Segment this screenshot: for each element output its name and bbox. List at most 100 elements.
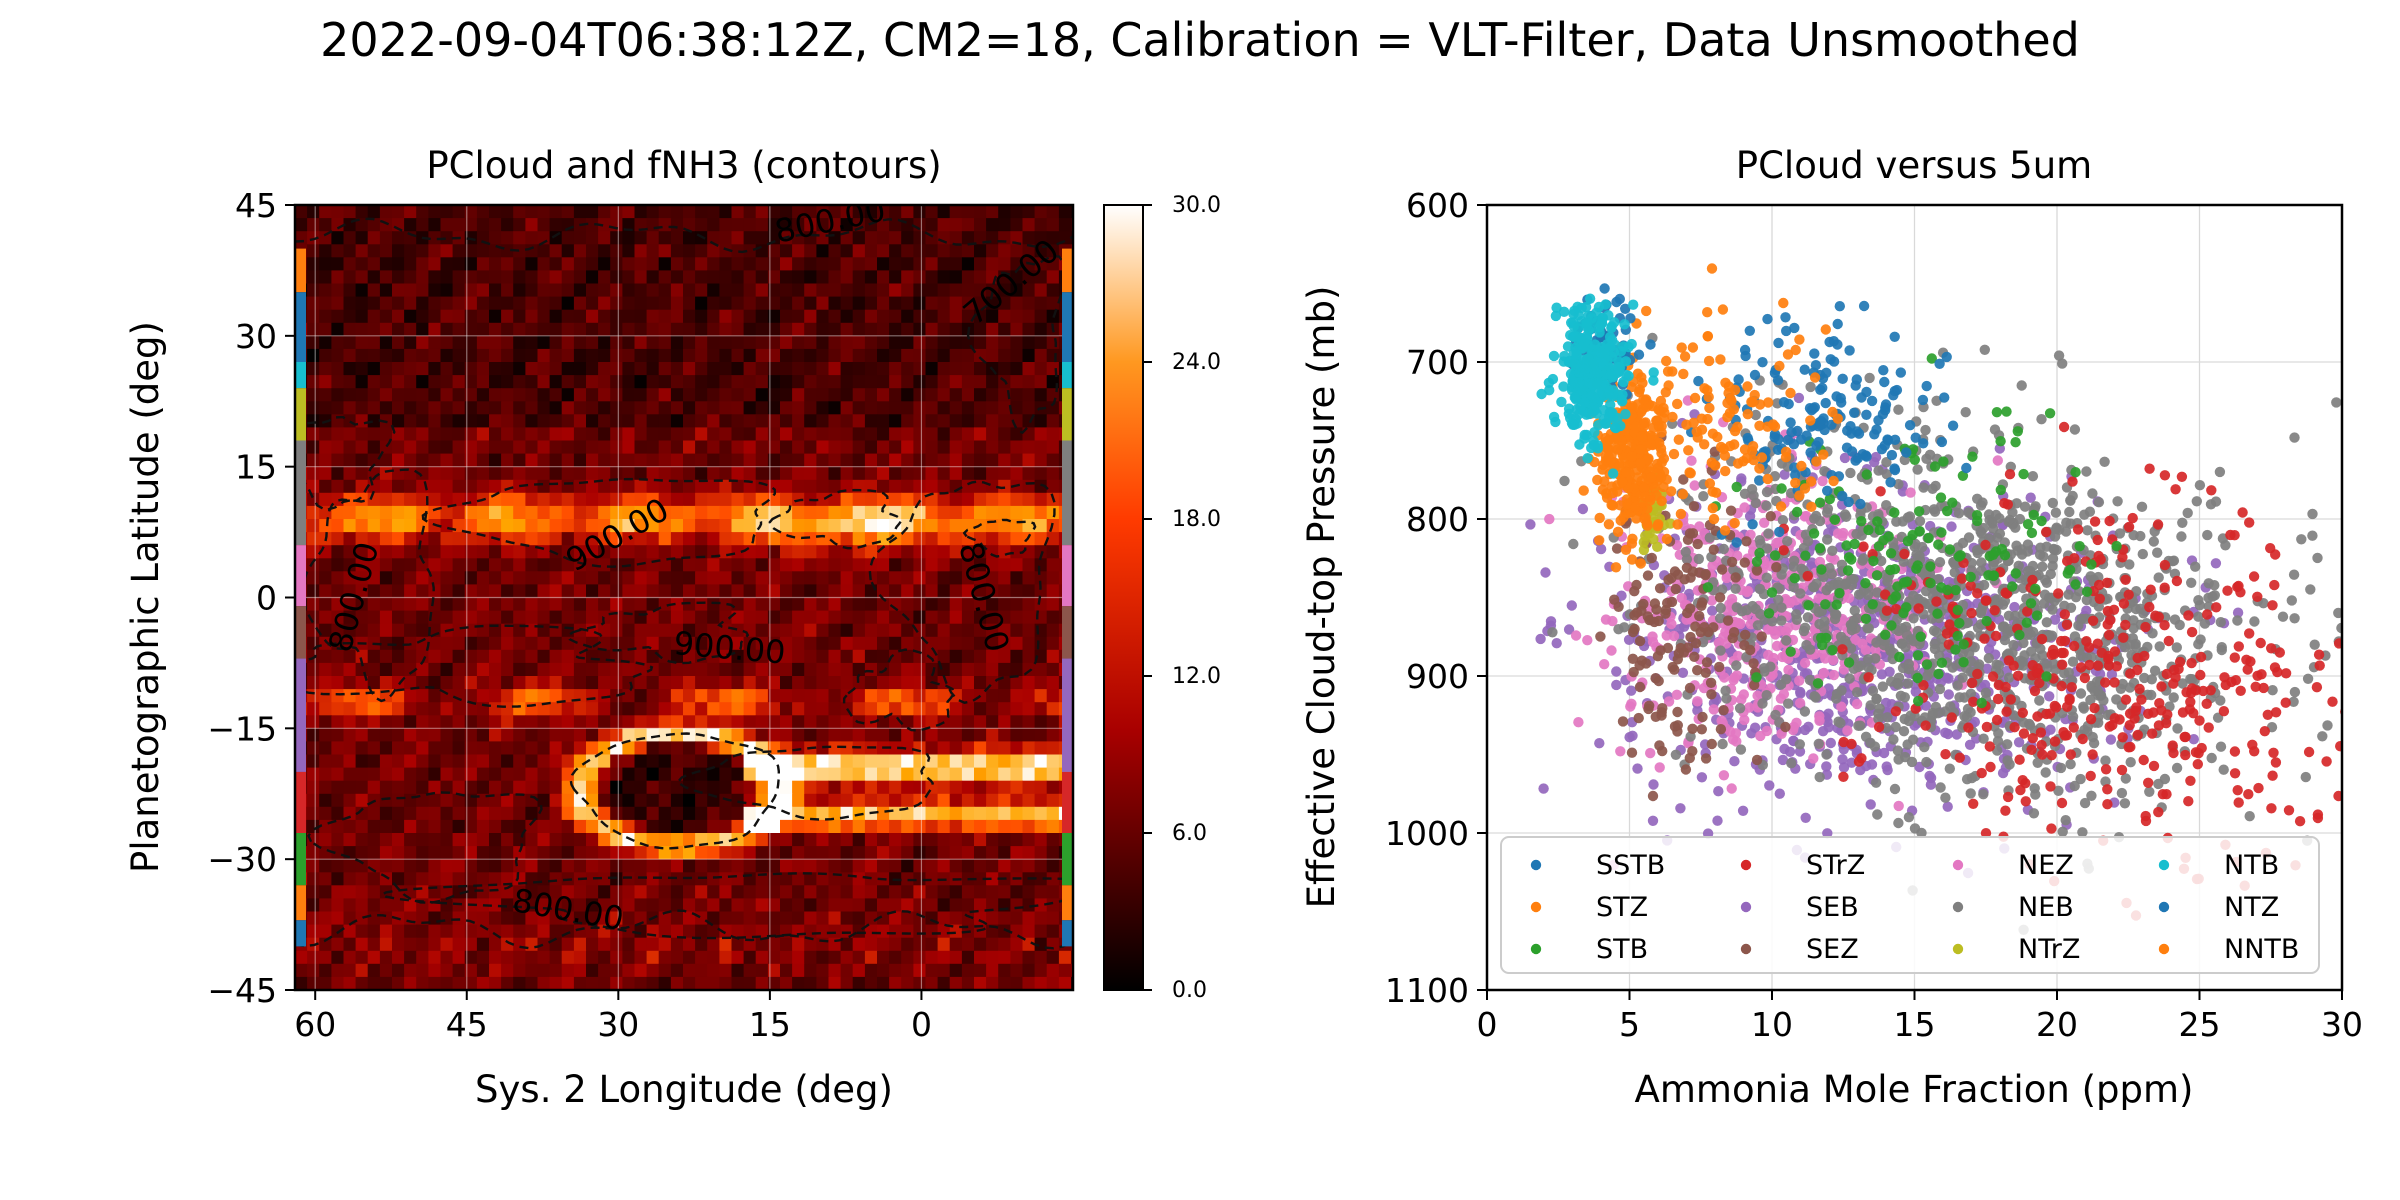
- heatmap-cell: [937, 257, 951, 271]
- heatmap-cell: [1010, 571, 1024, 585]
- heatmap-cell: [974, 702, 987, 716]
- heatmap-cell: [840, 662, 854, 677]
- heatmap-cell: [949, 296, 963, 311]
- heatmap-cell: [937, 558, 951, 572]
- heatmap-cell: [319, 388, 332, 402]
- heatmap-cell: [355, 728, 369, 742]
- heatmap-cell: [295, 963, 308, 978]
- heatmap-cell: [816, 218, 830, 232]
- heatmap-cell: [610, 532, 623, 546]
- heatmap-cell: [525, 545, 539, 559]
- heatmap-cell: [828, 270, 842, 285]
- heatmap-cell: [913, 309, 927, 324]
- heatmap-cell: [695, 401, 708, 415]
- heatmap-cell: [476, 322, 490, 337]
- heatmap-cell: [489, 767, 502, 782]
- heatmap-cell: [392, 427, 405, 442]
- heatmap-cell: [561, 702, 575, 716]
- heatmap-cell: [852, 976, 866, 990]
- heatmap-cell: [622, 492, 636, 507]
- heatmap-cell: [1034, 218, 1048, 232]
- heatmap-cell: [440, 806, 454, 821]
- heatmap-cell: [464, 597, 478, 612]
- heatmap-cell: [598, 937, 611, 952]
- heatmap-cell: [367, 492, 381, 507]
- heatmap-cell: [792, 244, 805, 258]
- heatmap-cell: [634, 440, 648, 455]
- heatmap-cell: [379, 819, 393, 834]
- heatmap-cell: [343, 270, 357, 285]
- heatmap-cell: [852, 937, 866, 952]
- heatmap-cell: [731, 950, 745, 965]
- heatmap-cell: [1046, 597, 1060, 612]
- heatmap-cell: [998, 492, 1011, 507]
- heatmap-cell: [307, 218, 320, 232]
- heatmap-cell: [816, 205, 830, 219]
- heatmap-cell: [634, 833, 648, 847]
- heatmap-cell: [937, 689, 951, 703]
- heatmap-cell: [961, 519, 975, 533]
- contour-line: [677, 745, 935, 821]
- heatmap-cell: [937, 846, 951, 860]
- band-marker-right: [1062, 248, 1072, 293]
- heatmap-cell: [961, 571, 975, 585]
- contour-lines: [295, 217, 1073, 950]
- heatmap-cell: [780, 218, 793, 232]
- heatmap-cell: [695, 545, 708, 559]
- heatmap-cell: [355, 806, 369, 821]
- heatmap-cell: [743, 924, 757, 939]
- heatmap-cell: [331, 689, 345, 703]
- heatmap-cell: [743, 754, 757, 769]
- heatmap-cell: [864, 283, 878, 298]
- heatmap-cell: [1010, 819, 1024, 834]
- heatmap-cell: [622, 780, 636, 795]
- heatmap-cell: [549, 610, 563, 625]
- heatmap-cell: [489, 375, 502, 389]
- heatmap-cell: [658, 806, 672, 821]
- heatmap-cell: [379, 388, 393, 402]
- heatmap-cell: [610, 218, 623, 232]
- heatmap-cell: [840, 414, 854, 428]
- heatmap-cell: [1034, 348, 1048, 363]
- heatmap-cell: [986, 780, 999, 795]
- heatmap-cell: [464, 819, 478, 834]
- heatmap-cell: [925, 532, 939, 546]
- heatmap-cell: [392, 715, 405, 729]
- heatmap-cell: [743, 296, 757, 311]
- heatmap-cell: [719, 388, 733, 402]
- heatmap-cell: [1034, 689, 1048, 703]
- heatmap-cell: [513, 715, 526, 729]
- heatmap-cell: [501, 846, 514, 860]
- heatmap-cell: [961, 793, 975, 808]
- heatmap-cell: [440, 937, 454, 952]
- heatmap-cell: [961, 348, 975, 363]
- heatmap-cell: [549, 257, 563, 271]
- heatmap-cell: [367, 728, 381, 742]
- heatmap-cell: [319, 859, 332, 873]
- heatmap-cell: [998, 937, 1011, 952]
- heatmap-cell: [937, 218, 951, 232]
- band-marker-right: [1062, 545, 1072, 607]
- heatmap-cell: [743, 322, 757, 337]
- heatmap-cell: [804, 362, 817, 376]
- heatmap-cell: [331, 388, 345, 402]
- heatmap-cell: [525, 231, 539, 245]
- heatmap-cell: [428, 702, 442, 716]
- heatmap-cell: [476, 963, 490, 978]
- heatmap-cell: [440, 780, 454, 795]
- heatmap-cell: [974, 335, 987, 350]
- heatmap-cell: [913, 558, 927, 572]
- heatmap-cell: [489, 348, 502, 363]
- heatmap-cell: [634, 205, 648, 219]
- heatmap-cell: [658, 335, 672, 350]
- heatmap-cell: [670, 427, 684, 442]
- heatmap-cell: [404, 584, 417, 599]
- heatmap-cell: [840, 532, 854, 546]
- heatmap-cell: [755, 440, 769, 455]
- heatmap-cell: [804, 911, 817, 926]
- colorbar-tick-label: 6.0: [1172, 821, 1207, 846]
- heatmap-cell: [683, 636, 696, 651]
- heatmap-cell: [780, 636, 793, 651]
- heatmap-cell: [452, 780, 466, 795]
- heatmap-cell: [658, 872, 672, 886]
